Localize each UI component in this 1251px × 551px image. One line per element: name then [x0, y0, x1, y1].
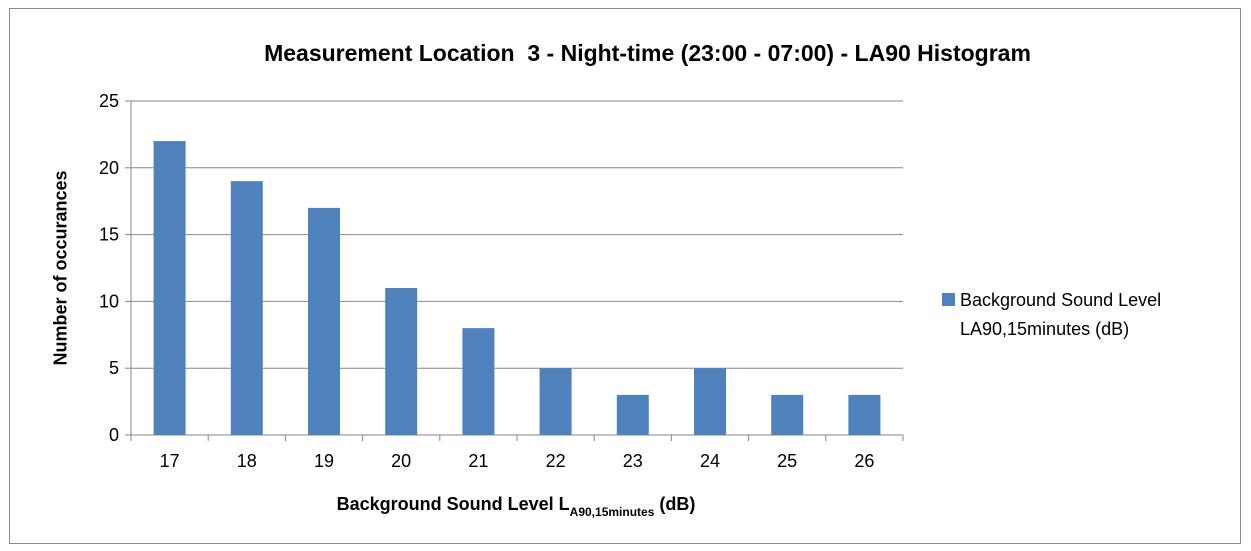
chart-frame	[9, 8, 1241, 544]
x-tick-label: 21	[468, 451, 488, 471]
y-tick-label: 10	[99, 291, 119, 311]
y-tick-label: 0	[109, 425, 119, 445]
bar	[462, 328, 495, 435]
y-tick-label: 20	[99, 158, 119, 178]
x-tick-label: 20	[391, 451, 411, 471]
bar	[539, 368, 572, 435]
bar	[694, 368, 726, 435]
bar	[308, 207, 340, 435]
legend-label: Background Sound Level LA90,15minutes (d…	[960, 290, 1162, 339]
x-tick-label: 26	[854, 451, 874, 471]
x-tick-label: 24	[700, 451, 720, 471]
bar	[153, 141, 186, 435]
x-tick-label: 25	[777, 451, 797, 471]
bar	[385, 288, 418, 435]
bar	[848, 394, 881, 435]
x-tick-label: 19	[314, 451, 334, 471]
y-tick-label: 15	[99, 225, 119, 245]
y-tick-label: 25	[99, 91, 119, 111]
x-tick-label: 23	[623, 451, 643, 471]
x-axis-title-main: Background Sound Level L	[336, 494, 570, 514]
legend-swatch	[942, 293, 955, 306]
x-axis-title: Background Sound Level LA90,15minutes (d…	[336, 494, 696, 519]
y-tick-label: 5	[109, 358, 119, 378]
bar	[616, 394, 649, 435]
x-tick-label: 17	[160, 451, 180, 471]
x-tick-label: 22	[546, 451, 566, 471]
x-tick-label: 18	[237, 451, 257, 471]
x-axis-title-suffix: (dB)	[654, 494, 696, 514]
bar	[771, 394, 804, 435]
bar	[230, 181, 263, 435]
chart-title: Measurement Location 3 - Night-time (23:…	[264, 40, 1031, 66]
x-axis-title-subscript: A90,15minutes	[569, 505, 655, 519]
